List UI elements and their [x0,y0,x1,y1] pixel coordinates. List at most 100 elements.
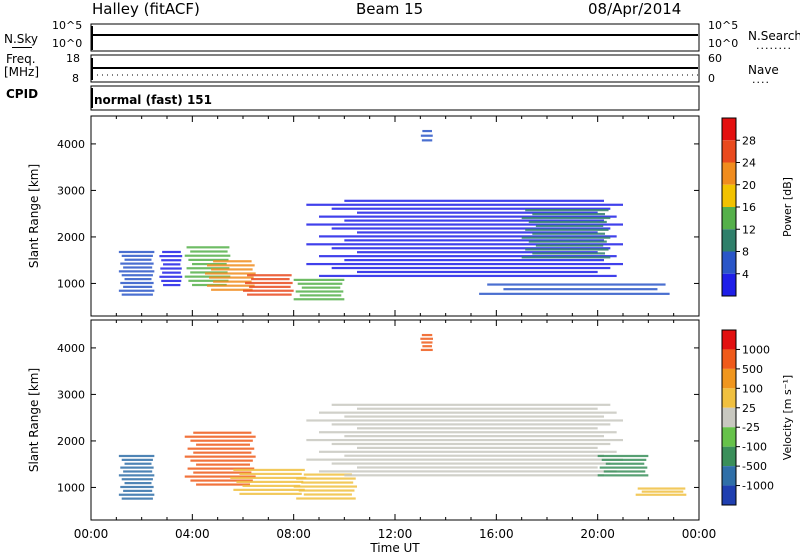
velocity-region-5 [597,454,649,477]
power-cell [344,259,604,262]
velocity-cell [420,337,433,340]
power-colorbar-segment [722,207,736,230]
nsky-tick-bottom: 10^0 [52,37,83,50]
velocity-cell [196,443,250,446]
velocity-cell [344,474,604,477]
power-cell [357,251,598,254]
velocity-cell [303,473,352,476]
cpid-panel-frame [90,85,700,111]
time-tick-label: 12:00 [378,527,413,541]
velocity-cell [236,480,304,483]
power-region-6 [306,199,623,278]
velocity-colorbar-label: 25 [742,402,756,415]
velocity-cell [331,403,611,406]
velocity-colorbar-label: 500 [742,363,763,376]
power-cell [163,263,181,266]
power-cell [535,244,604,247]
velocity-region-4 [306,403,623,477]
power-colorbar-segment [722,118,736,141]
nsearch-tick-bottom: 10^0 [708,37,739,50]
velocity-cell [121,478,153,481]
velocity-colorbar-label: -500 [742,460,767,473]
velocity-cell [239,492,302,495]
freq-tick-top: 18 [66,52,80,65]
velocity-cell [306,458,623,461]
power-cell [211,288,253,291]
velocity-colorbar-segment [722,349,736,369]
power-ytick-label: 1000 [57,277,85,290]
power-colorbar-segment [722,184,736,207]
power-colorbar-label: 28 [742,134,756,147]
nsky-label-line [12,47,32,48]
velocity-cell [303,493,352,496]
velocity-ylabel: Slant Range [km] [27,368,41,472]
power-cell [525,209,609,212]
power-cell [121,274,153,277]
power-cell [162,250,181,254]
power-cell [121,293,153,296]
power-cell [420,134,433,137]
power-cell [297,282,343,285]
velocity-cell [301,481,354,484]
power-cell [479,292,670,295]
freq-label: Freq. [6,52,36,66]
power-cell [186,267,230,270]
power-ytick-label: 3000 [57,184,85,197]
velocity-cell [190,479,253,482]
colorbar-layer: 4 8 12 16 20 24 28 Power [dB] 1000 500 100 25 -25 -10… [721,117,794,506]
power-cell [186,246,230,249]
power-cell [162,271,181,274]
power-cell [521,256,611,259]
velocity-colorbar-label: -100 [742,441,767,454]
velocity-colorbar-label: -1000 [742,480,774,493]
power-cell [123,266,153,269]
velocity-cell [121,497,153,500]
cpid-label: CPID [6,87,39,101]
power-region-0 [118,250,155,296]
nsearch-tick-top: 10^5 [708,19,739,32]
power-cell [207,264,255,267]
nsearch-marker: ········ [756,42,792,55]
nave-tick-bottom: 0 [708,72,715,85]
velocity-cell [233,468,305,472]
velocity-colorbar-segment [722,368,736,389]
velocity-ytick-label: 4000 [57,342,85,355]
velocity-cell [635,493,687,496]
power-cell [243,289,294,292]
velocity-colorbar-frame [721,329,737,506]
power-cell [306,262,623,266]
velocity-cell [239,472,302,476]
power-cell [159,255,183,258]
velocity-cell [193,451,252,454]
velocity-cell [603,470,646,473]
power-cell [528,240,607,243]
power-region-5 [293,278,345,301]
power-cell [293,278,345,281]
power-cell [319,235,617,238]
nsky-label: N.Sky [4,32,39,46]
velocity-cell [118,474,155,477]
power-cell [124,278,152,281]
nave-tick-top: 60 [708,52,722,65]
time-tick-label: 20:00 [580,527,615,541]
power-region-4 [243,274,294,296]
velocity-cell [196,483,250,486]
power-cell [251,278,290,281]
cpid-value: normal (fast) 151 [94,93,212,107]
velocity-cell [331,462,611,465]
velocity-cell [118,454,155,458]
velocity-colorbar-label: -25 [742,421,760,434]
power-cell [118,289,155,292]
power-colorbar-label: 8 [742,246,749,259]
velocity-cell [306,438,623,442]
velocity-colorbar-segment [722,388,736,408]
velocity-cell [184,435,256,438]
velocity-cell [187,467,255,470]
power-cell [421,139,433,142]
power-colorbar-segment [722,229,736,252]
velocity-region-0 [118,454,155,500]
power-cell [192,262,227,266]
velocity-cell [306,419,623,422]
power-cell [299,294,342,297]
velocity-cell [357,466,598,469]
